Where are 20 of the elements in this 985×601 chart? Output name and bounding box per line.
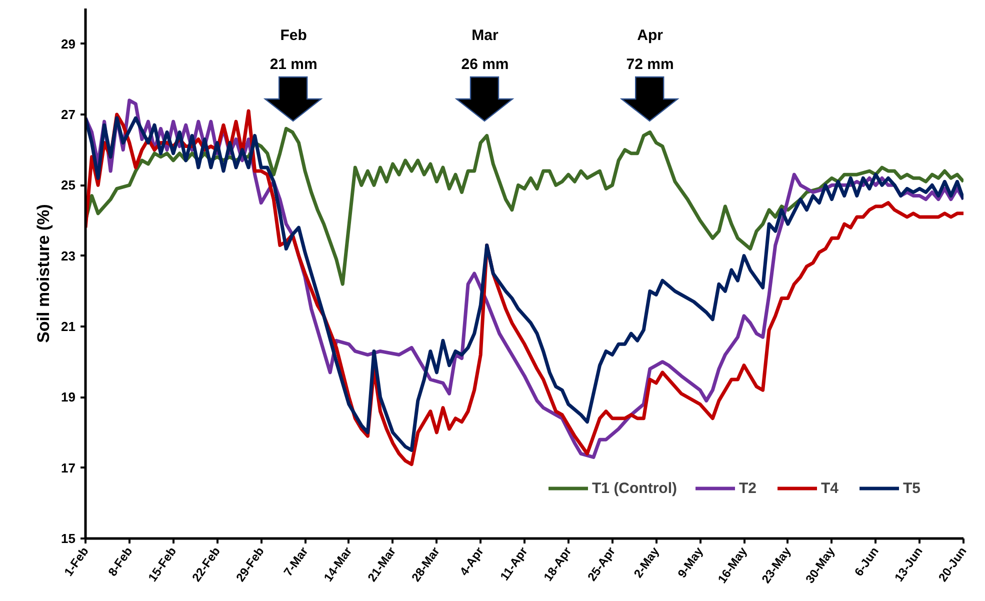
y-tick-label: 23	[61, 248, 76, 264]
y-tick-label: 17	[61, 460, 76, 476]
annotation: 72 mm	[626, 56, 674, 73]
annotation: 21 mm	[270, 56, 318, 73]
y-tick-label: 21	[61, 319, 76, 334]
legend-label: T1 (Control)	[592, 480, 677, 496]
annotation: 26 mm	[461, 56, 509, 73]
y-tick-label: 25	[61, 178, 76, 193]
legend-label: T4	[821, 480, 840, 496]
annotation: Mar	[472, 27, 498, 44]
y-axis-title: Soil moisture (%)	[34, 204, 54, 343]
line-series	[86, 126, 964, 286]
y-tick-label: 19	[61, 390, 76, 405]
y-tick-label: 15	[61, 531, 76, 546]
legend-label: T5	[903, 480, 922, 496]
y-tick-label: 29	[61, 36, 76, 52]
y-tick-label: 27	[61, 107, 76, 122]
annotation: Apr	[637, 27, 664, 44]
legend-label: T2	[739, 480, 758, 496]
annotation: Feb	[280, 27, 307, 44]
